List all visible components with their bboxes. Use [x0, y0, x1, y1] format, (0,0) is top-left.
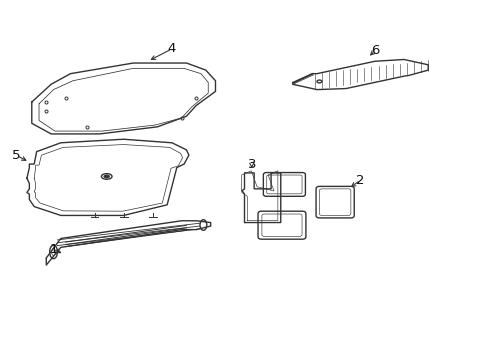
Text: 2: 2: [356, 174, 364, 186]
Text: 4: 4: [167, 42, 176, 55]
Text: 1: 1: [49, 243, 58, 256]
Ellipse shape: [103, 175, 109, 178]
Text: 3: 3: [247, 158, 256, 171]
Text: 5: 5: [12, 149, 20, 162]
Text: 6: 6: [370, 44, 378, 57]
